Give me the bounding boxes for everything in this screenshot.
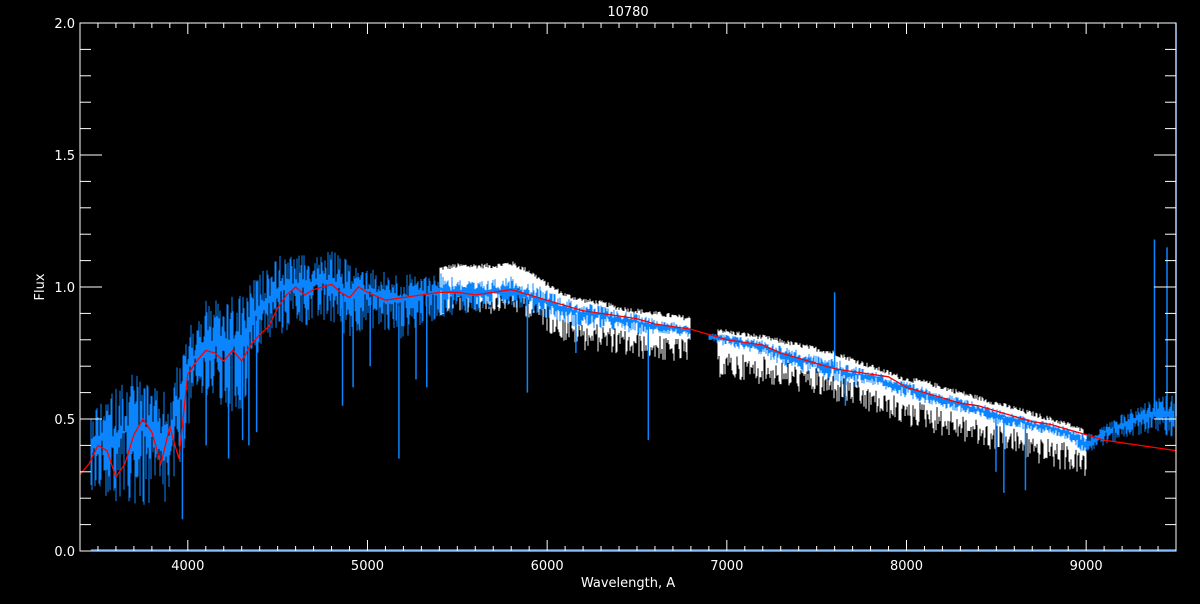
y-tick-label: 2.0 <box>54 17 75 32</box>
x-tick-label: 7000 <box>710 559 743 574</box>
x-tick-label: 4000 <box>171 559 204 574</box>
y-axis-label: Flux <box>33 273 48 300</box>
x-tick-label: 9000 <box>1070 559 1103 574</box>
model-series <box>79 283 1177 479</box>
x-axis-label: Wavelength, A <box>581 576 675 591</box>
x-tick-label: 5000 <box>351 559 384 574</box>
x-tick-label: 6000 <box>531 559 564 574</box>
y-tick-label: 1.5 <box>54 149 75 164</box>
axis-ticks: 4000 5000 6000 7000 8000 9000 0.0 0.5 1.0 1.5 2.0 <box>54 17 1177 574</box>
plot-data <box>79 23 1177 551</box>
y-tick-label: 1.0 <box>54 281 75 296</box>
plot-frame <box>79 22 1177 552</box>
y-tick-label: 0.0 <box>54 545 75 560</box>
observed-spectrum-series <box>90 251 1175 505</box>
chart-title: 10780 <box>607 5 648 20</box>
y-tick-label: 0.5 <box>54 413 75 428</box>
x-tick-label: 8000 <box>890 559 923 574</box>
